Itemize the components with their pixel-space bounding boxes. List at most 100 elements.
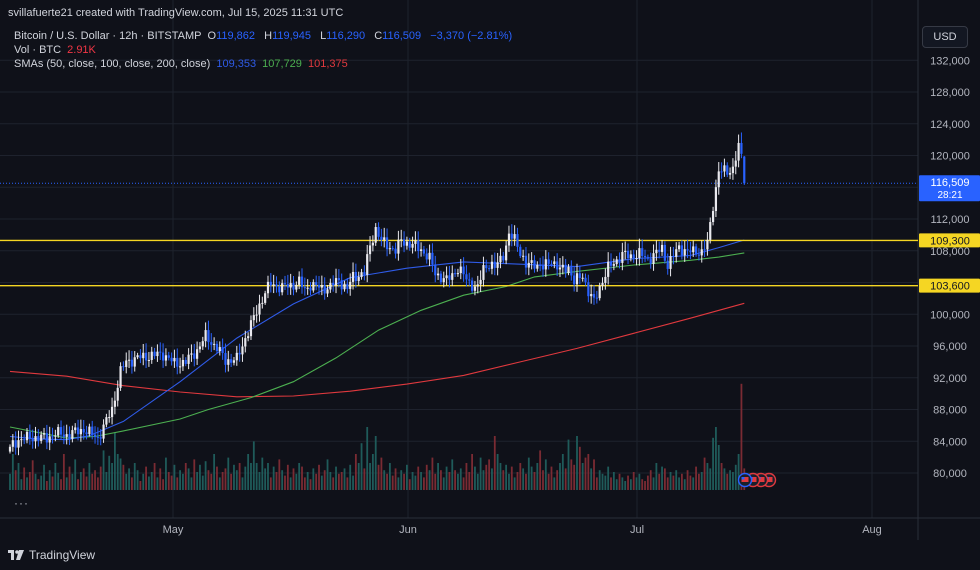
candle-body: [519, 246, 522, 257]
volume-bar: [680, 473, 683, 490]
volume-bar: [235, 470, 238, 490]
candle-body: [258, 303, 261, 315]
volume-bar: [553, 477, 556, 490]
volume-bar: [57, 472, 60, 490]
volume-bar: [729, 470, 731, 490]
candle-body: [213, 343, 216, 345]
sma50-value: 109,353: [216, 58, 257, 70]
price-label-text: 109,300: [930, 235, 970, 247]
candle-body: [88, 426, 91, 435]
candle-body: [652, 253, 655, 264]
candle-body: [493, 261, 496, 268]
sma-legend[interactable]: SMAs (50, close, 100, close, 200, close)…: [14, 57, 351, 71]
volume-bar: [111, 463, 113, 490]
candle-body: [629, 254, 632, 259]
candle-body: [598, 285, 601, 299]
candle-body: [295, 284, 298, 290]
candle-body: [40, 434, 43, 441]
volume-bar: [264, 468, 267, 490]
volume-bar: [476, 473, 479, 490]
flag-stripes: [765, 477, 773, 482]
volume-bar: [734, 464, 737, 490]
volume-bar: [269, 477, 272, 490]
candle-body: [269, 281, 272, 286]
volume-bar: [238, 463, 241, 490]
candle-body: [522, 255, 525, 257]
volume-bar: [675, 470, 678, 490]
candle-body: [272, 284, 275, 286]
candle-body: [85, 432, 88, 435]
candle-body: [332, 282, 335, 286]
tradingview-logo-icon: [8, 550, 24, 560]
horizontal-levels[interactable]: [0, 182, 918, 287]
volume-bar: [346, 477, 349, 490]
candle-body: [142, 352, 145, 359]
candle-body: [686, 249, 689, 251]
candle-body: [666, 260, 669, 269]
volume-bar: [442, 477, 445, 490]
volume-bar: [380, 457, 383, 490]
volume-bar: [354, 454, 357, 490]
volume-bar: [564, 468, 567, 490]
candle-body: [672, 256, 675, 258]
volume-bar: [343, 468, 346, 490]
volume-bar: [261, 457, 264, 490]
price-tick-label: 108,000: [930, 246, 970, 258]
candle-body: [224, 353, 227, 365]
candle-body: [190, 353, 193, 355]
candle-body: [431, 252, 434, 265]
volume-bar: [598, 470, 601, 490]
volume-bar: [420, 472, 422, 490]
volume-bar: [445, 466, 448, 490]
volume-bar: [612, 472, 615, 490]
candle-body: [54, 435, 57, 437]
candle-body: [530, 260, 533, 263]
volume-bar: [723, 468, 726, 490]
candle-body: [102, 424, 105, 439]
volume-bar: [698, 473, 700, 490]
volume-legend[interactable]: Vol · BTC 2.91K: [14, 43, 99, 57]
volume-bar: [649, 470, 652, 490]
candle-body: [17, 440, 20, 448]
candle-body: [329, 282, 332, 290]
volume-bar: [131, 477, 133, 490]
symbol-legend[interactable]: Bitcoin / U.S. Dollar · 12h · BITSTAMP O…: [14, 29, 515, 43]
candle-body: [156, 351, 159, 357]
volume-bar: [607, 466, 610, 490]
volume-bar: [706, 463, 709, 490]
currency-button[interactable]: USD: [922, 26, 968, 48]
time-axis[interactable]: May Jun Jul Aug: [163, 524, 882, 536]
volume-bar: [210, 473, 213, 490]
candle-body: [471, 280, 474, 291]
volume-bar: [292, 468, 295, 490]
volume-bar: [726, 473, 729, 490]
candle-body: [366, 254, 369, 275]
volume-bar: [267, 463, 269, 490]
candle-body: [139, 355, 142, 359]
volume-bar: [190, 477, 193, 490]
volume-bar: [451, 459, 454, 490]
sma200-line: [9, 302, 745, 398]
volume-bar: [581, 463, 584, 490]
volume-bar: [173, 464, 176, 490]
volume-bar: [255, 463, 258, 490]
more-indicators-button[interactable]: ···: [14, 496, 29, 510]
volume-bar: [241, 477, 244, 490]
candle-body: [57, 427, 60, 436]
volume-bar: [11, 454, 14, 490]
candle-body: [700, 249, 703, 256]
volume-bar: [318, 464, 320, 490]
volume-bar: [233, 464, 235, 490]
price-axis[interactable]: 132,000128,000124,000120,000116,000112,0…: [919, 55, 980, 480]
volume-bar: [68, 466, 71, 490]
candle-body: [113, 400, 116, 407]
candle-body: [42, 433, 46, 435]
candle-body: [20, 439, 23, 441]
volume-bar: [700, 472, 703, 490]
volume-bar: [423, 477, 425, 490]
event-markers[interactable]: [737, 472, 777, 488]
volume-bar: [162, 479, 164, 490]
candle-body: [488, 268, 491, 270]
candle-body: [581, 277, 584, 279]
